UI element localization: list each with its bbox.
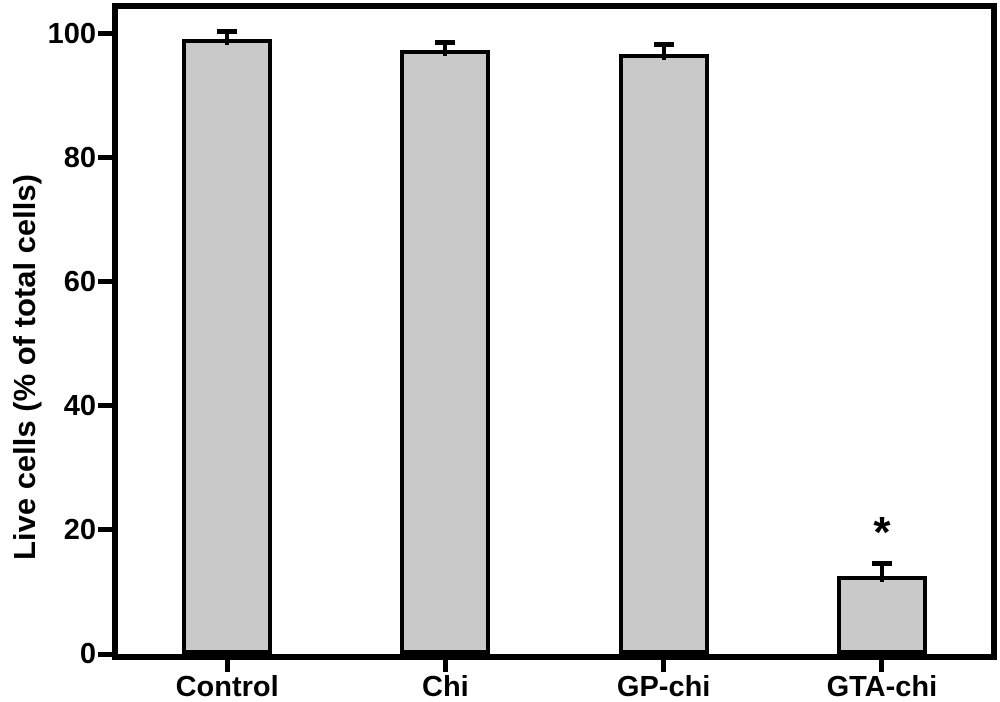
y-tick: [98, 279, 118, 285]
error-bar-stem: [443, 42, 448, 56]
y-axis-label: Live cells (% of total cells): [7, 174, 42, 560]
error-bar-stem: [661, 43, 666, 60]
y-tick-label: 40: [63, 389, 96, 422]
error-bar-stem: [879, 562, 884, 583]
bar-gta-chi: [836, 576, 927, 654]
y-tick: [98, 155, 118, 161]
bar-control: [182, 38, 273, 654]
error-bar-cap: [653, 41, 674, 47]
error-bar-cap: [217, 29, 238, 35]
significance-star: *: [873, 507, 891, 557]
y-tick-label: 0: [79, 638, 96, 670]
y-tick: [98, 403, 118, 409]
y-tick-label: 60: [63, 265, 96, 298]
x-category-label: Chi: [422, 671, 469, 702]
x-category-label: GTA-chi: [826, 671, 938, 702]
x-tick: [224, 650, 230, 672]
y-tick-label: 100: [47, 17, 96, 50]
bar-chi: [400, 49, 491, 654]
y-tick-label: 80: [63, 141, 96, 174]
x-tick: [661, 650, 667, 672]
y-tick: [98, 31, 118, 37]
y-tick: [98, 527, 118, 533]
y-tick: [98, 651, 118, 657]
error-bar-cap: [871, 560, 892, 566]
error-bar-stem: [225, 31, 230, 45]
y-tick-label: 20: [63, 513, 96, 546]
x-category-label: Control: [175, 671, 279, 702]
error-bar-cap: [435, 40, 456, 46]
x-tick: [442, 650, 448, 672]
x-tick: [879, 650, 885, 672]
bar-gp-chi: [618, 53, 709, 654]
x-category-label: GP-chi: [616, 671, 711, 702]
